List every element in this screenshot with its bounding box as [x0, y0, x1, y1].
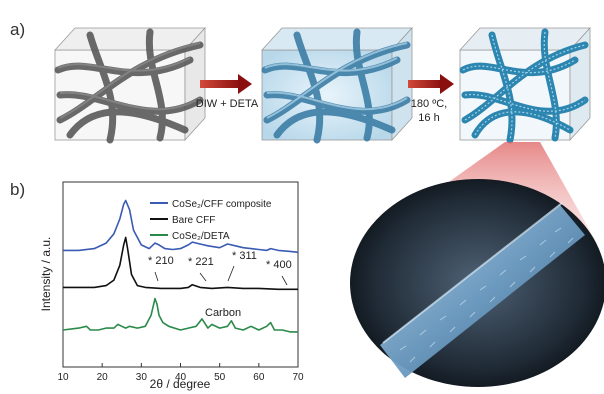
x-tick-label: 10	[57, 372, 69, 383]
peak-arrow	[281, 275, 288, 286]
peak-arrow	[199, 272, 207, 282]
legend: CoSe₂/CFF composite Bare CFF CoSe₂/DETA	[150, 199, 272, 242]
x-tick-label: 70	[292, 372, 304, 383]
x-ticks: 10 20 30 40 50 60 70	[57, 363, 304, 383]
peak-label: * 221	[188, 256, 214, 268]
step2-label-line2: 16 h	[418, 112, 440, 124]
x-tick-label: 30	[136, 372, 148, 383]
annotations: * 210 * 221 * 311 * 400 Carbon	[148, 250, 292, 319]
legend-label-2: CoSe₂/DETA	[172, 231, 230, 242]
x-tick-label: 20	[97, 372, 109, 383]
panel-a-label: a)	[10, 20, 26, 39]
panel-b-label: b)	[10, 180, 26, 199]
x-tick-label: 50	[214, 372, 226, 383]
step1-label: DIW + DETA	[195, 98, 259, 110]
x-axis-title: 2θ / degree	[150, 377, 211, 391]
legend-label-1: Bare CFF	[172, 215, 215, 226]
peak-label: * 311	[232, 250, 257, 262]
peak-arrow	[227, 265, 235, 282]
peak-label: * 400	[266, 259, 292, 271]
series-line-0	[63, 199, 299, 254]
cube-bare-fibers	[54, 26, 206, 144]
peak-arrow	[154, 271, 159, 282]
step2-label-line1: 180 ºC,	[410, 98, 448, 110]
schematic-svg	[54, 26, 591, 144]
cube-grown-fibers	[459, 26, 591, 144]
y-axis-title: Intensity / a.u.	[39, 237, 53, 312]
arrow-step1	[200, 74, 252, 94]
carbon-label: Carbon	[205, 307, 241, 319]
series-line-1	[63, 236, 298, 291]
legend-label-0: CoSe₂/CFF composite	[172, 199, 272, 210]
x-tick-label: 60	[253, 372, 265, 383]
series-line-2	[62, 297, 298, 333]
x-tick-label: 40	[175, 372, 187, 383]
series-lines	[62, 199, 299, 333]
arrow-step2	[408, 74, 454, 94]
cube-soaked-fibers	[261, 26, 413, 144]
peak-label: * 210	[148, 255, 174, 267]
